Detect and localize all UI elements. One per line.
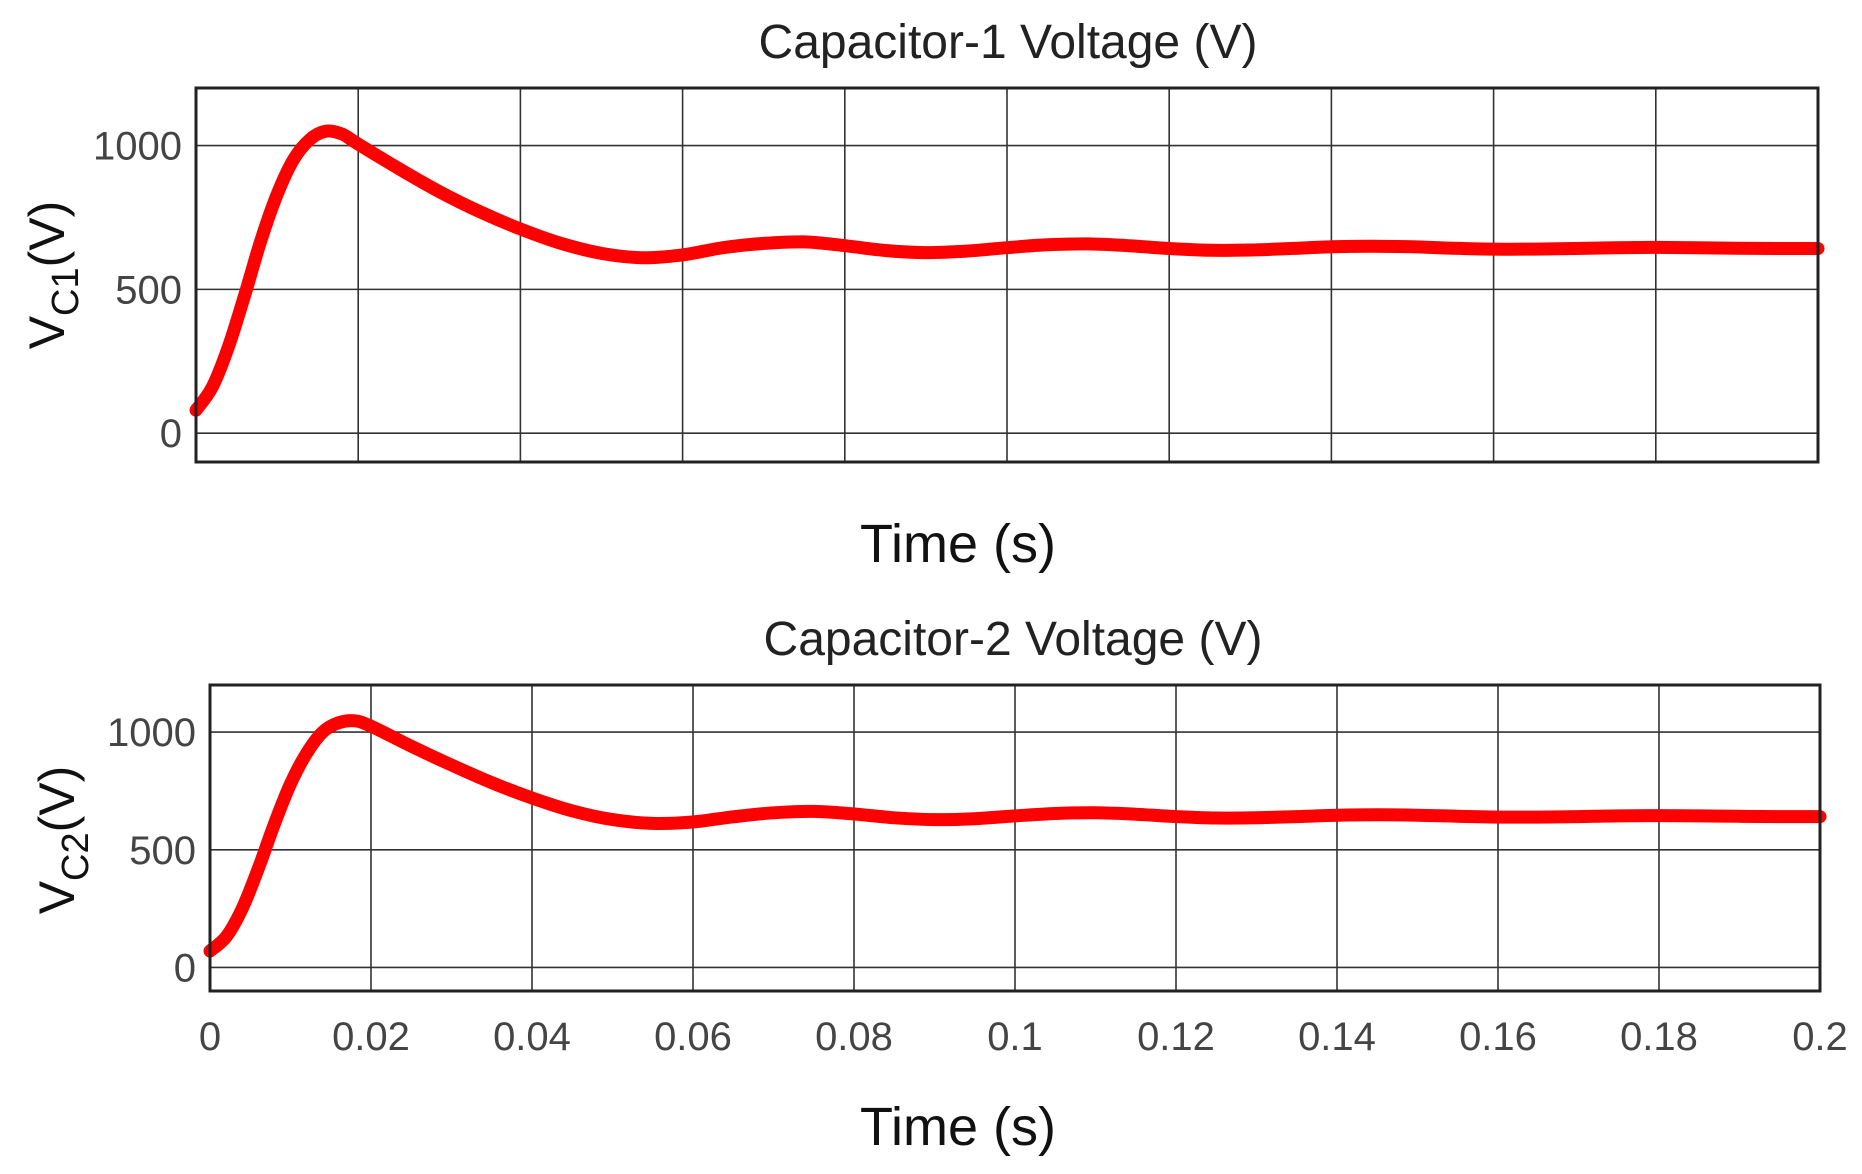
plot-frame <box>194 86 1820 464</box>
x-tick-labels: 0 0.02 0.04 0.06 0.08 0.1 0.12 0.14 0.16 0.18 0.2 <box>199 1015 1848 1059</box>
x-axis-label: Time (s) <box>860 514 1056 574</box>
x-tick-label: 0.16 <box>1459 1015 1537 1059</box>
x-axis-label: Time (s) <box>860 1097 1056 1157</box>
y-axis-label-main: V <box>19 315 75 349</box>
x-tick-label: 0.04 <box>493 1015 571 1059</box>
y-axis-label-subscript: C2 <box>55 832 97 881</box>
y-tick-label: 1000 <box>107 711 196 755</box>
y-axis-label-main: V <box>29 880 85 914</box>
y-axis-label: VC1(V) <box>19 201 87 350</box>
x-tick-label: 0.2 <box>1792 1015 1848 1059</box>
x-tick-label: 0 <box>199 1015 221 1059</box>
y-tick-label: 0 <box>174 946 196 990</box>
x-tick-label: 0.08 <box>815 1015 893 1059</box>
series-line-v-c1 <box>189 124 1825 417</box>
grid <box>195 88 1819 462</box>
y-tick-labels: 0 500 1000 <box>107 711 196 990</box>
chart-title: Capacitor-2 Voltage (V) <box>764 613 1263 666</box>
x-tick-label: 0.06 <box>654 1015 732 1059</box>
y-tick-label: 1000 <box>93 125 182 169</box>
x-tick-label: 0.02 <box>332 1015 410 1059</box>
y-tick-label: 500 <box>115 268 182 312</box>
series-layer <box>203 714 1827 958</box>
x-tick-label: 0.14 <box>1298 1015 1376 1059</box>
x-tick-label: 0.12 <box>1137 1015 1215 1059</box>
y-tick-label: 500 <box>129 829 196 873</box>
chart-title: Capacitor-1 Voltage (V) <box>759 16 1258 69</box>
x-tick-label: 0.1 <box>987 1015 1043 1059</box>
y-tick-label: 0 <box>160 412 182 456</box>
y-tick-labels: 0 500 1000 <box>93 125 182 457</box>
chart-capacitor-2: Capacitor-2 Voltage (V) 0 500 1000 0 0.02 0.… <box>29 613 1848 1157</box>
y-axis-label-suffix: (V) <box>19 201 75 268</box>
y-axis-label-subscript: C1 <box>45 267 87 316</box>
y-axis-label-suffix: (V) <box>29 766 85 833</box>
y-axis-label: VC2(V) <box>29 766 97 915</box>
grid <box>209 685 1821 991</box>
series-line-v-c2 <box>203 714 1827 958</box>
series-layer <box>189 124 1825 417</box>
plot-frame <box>208 683 1822 993</box>
x-tick-label: 0.18 <box>1620 1015 1698 1059</box>
